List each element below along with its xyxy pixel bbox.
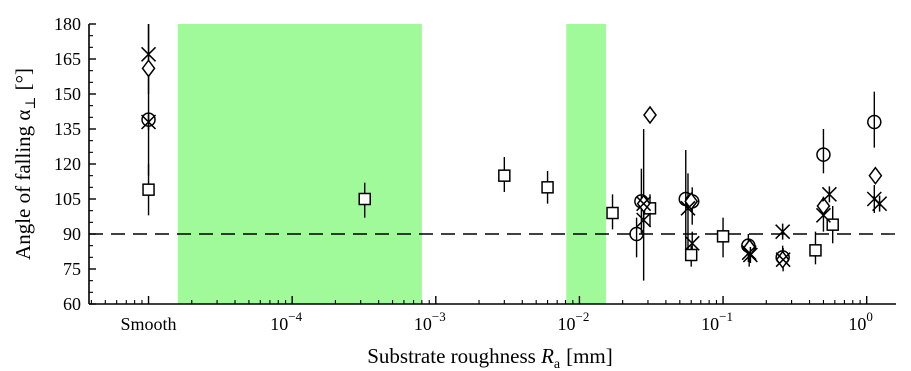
x-axis-label-symbol: R [540, 344, 554, 368]
shaded-region-1 [177, 24, 422, 304]
data-point-asterisk [821, 186, 837, 203]
data-point-asterisk [775, 223, 791, 240]
x-tick-label: 10−3 [414, 309, 446, 334]
x-tick-label: 10−1 [701, 309, 733, 334]
y-tick-label-75: 75 [63, 259, 81, 279]
y-tick-label-90: 90 [63, 224, 81, 244]
data-point-asterisk [872, 195, 888, 212]
data-point-cross [815, 207, 831, 223]
data-point-square [142, 183, 155, 196]
y-tick-label-60: 60 [63, 294, 81, 314]
data-point-diamond [816, 196, 831, 216]
x-tick-label: 10−4 [270, 309, 302, 334]
data-point-asterisk [636, 212, 652, 228]
data-point-diamond [141, 59, 156, 78]
y-tick-label-105: 105 [54, 189, 81, 209]
data-point-cross [680, 200, 696, 216]
data-point-square [498, 169, 511, 182]
x-axis-label-text: Substrate roughness [367, 344, 536, 368]
data-point-square [541, 181, 554, 194]
data-point-cross [775, 252, 791, 268]
y-tick-label-135: 135 [54, 119, 81, 139]
data-point-diamond [643, 105, 657, 125]
x-axis-label: Substrate roughness Ra [mm] [367, 344, 613, 371]
data-point-square [684, 248, 698, 262]
x-axis-label-unit: [mm] [566, 344, 613, 368]
data-point-diamond [684, 192, 699, 211]
x-tick-label-exponent: −4 [288, 309, 302, 324]
data-point-square [826, 218, 839, 231]
y-tick-label-120: 120 [54, 154, 81, 174]
data-point-cross [684, 235, 700, 251]
data-point-cross [741, 245, 757, 261]
data-point-square [716, 230, 730, 243]
data-point-square [809, 244, 822, 257]
shaded-regions [177, 24, 606, 304]
data-point-diamond [868, 166, 883, 185]
x-tick-label-smooth: Smooth [121, 314, 177, 334]
y-axis-label-sub: ⊥ [24, 96, 39, 109]
x-tick-label: 100 [848, 309, 873, 334]
data-markers [141, 46, 888, 269]
x-tick-label: 10−2 [558, 309, 590, 334]
x-tick-label-exponent: 0 [866, 309, 873, 324]
shaded-region-2 [566, 24, 606, 304]
data-point-asterisk [141, 114, 157, 130]
tick-labels: 60 75 90 105 120 135 150 165 180 Smooth 10−4 10−3 10… [54, 14, 873, 334]
y-tick-label-150: 150 [54, 84, 81, 104]
x-tick-label-exponent: −1 [719, 309, 733, 324]
data-point-square [606, 206, 619, 220]
y-axis-label-unit: [°] [11, 68, 35, 90]
y-tick-label-180: 180 [54, 14, 81, 34]
data-point-circle [629, 226, 644, 242]
data-point-cross [636, 196, 652, 212]
x-axis-label-symbol-sub: a [554, 357, 561, 371]
y-axis-label-text: Angle of falling α [11, 110, 35, 260]
data-point-asterisk [742, 247, 758, 263]
data-point-circle [816, 147, 831, 162]
x-tick-label-exponent: −2 [576, 309, 590, 324]
y-tick-label-165: 165 [54, 49, 81, 69]
x-tick-label-exponent: −3 [432, 309, 446, 324]
y-axis-label: Angle of falling α⊥ [°] [11, 68, 39, 260]
data-point-circle [867, 114, 882, 130]
data-point-square [358, 192, 371, 206]
axes [88, 23, 896, 305]
data-point-cross [141, 46, 157, 62]
